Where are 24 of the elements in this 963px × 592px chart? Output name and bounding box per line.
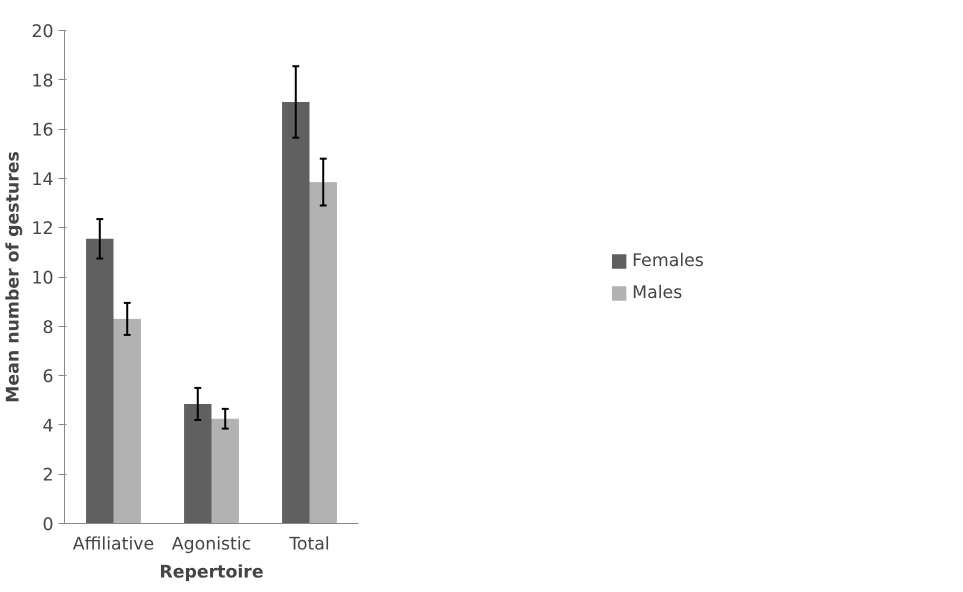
bar: [114, 318, 141, 524]
x-tick-label: Affiliative: [72, 534, 154, 554]
y-tick-label: 0: [42, 515, 54, 535]
y-tick-label: 2: [42, 466, 54, 486]
bar: [282, 102, 310, 524]
y-tick-label: 6: [42, 367, 54, 388]
bar: [184, 404, 212, 524]
y-tick-label: 4: [42, 416, 54, 436]
y-tick-label: 12: [31, 219, 54, 240]
x-tick-label: Total: [288, 534, 330, 554]
bar: [86, 238, 114, 524]
y-tick-label: 16: [31, 120, 54, 141]
y-tick-label: 20: [31, 22, 54, 42]
y-axis-title: Mean number of gestures: [3, 151, 24, 403]
y-tick-label: 14: [31, 170, 54, 190]
legend-label: Females: [632, 250, 704, 270]
bar: [212, 418, 239, 524]
x-axis-title: Repertoire: [159, 562, 264, 582]
legend-label: Males: [632, 282, 682, 302]
x-tick-label: Agonistic: [172, 534, 252, 554]
y-tick-label: 10: [31, 268, 54, 288]
y-tick-label: 8: [42, 318, 54, 338]
y-tick-label: 18: [31, 71, 54, 92]
bar: [310, 182, 337, 524]
